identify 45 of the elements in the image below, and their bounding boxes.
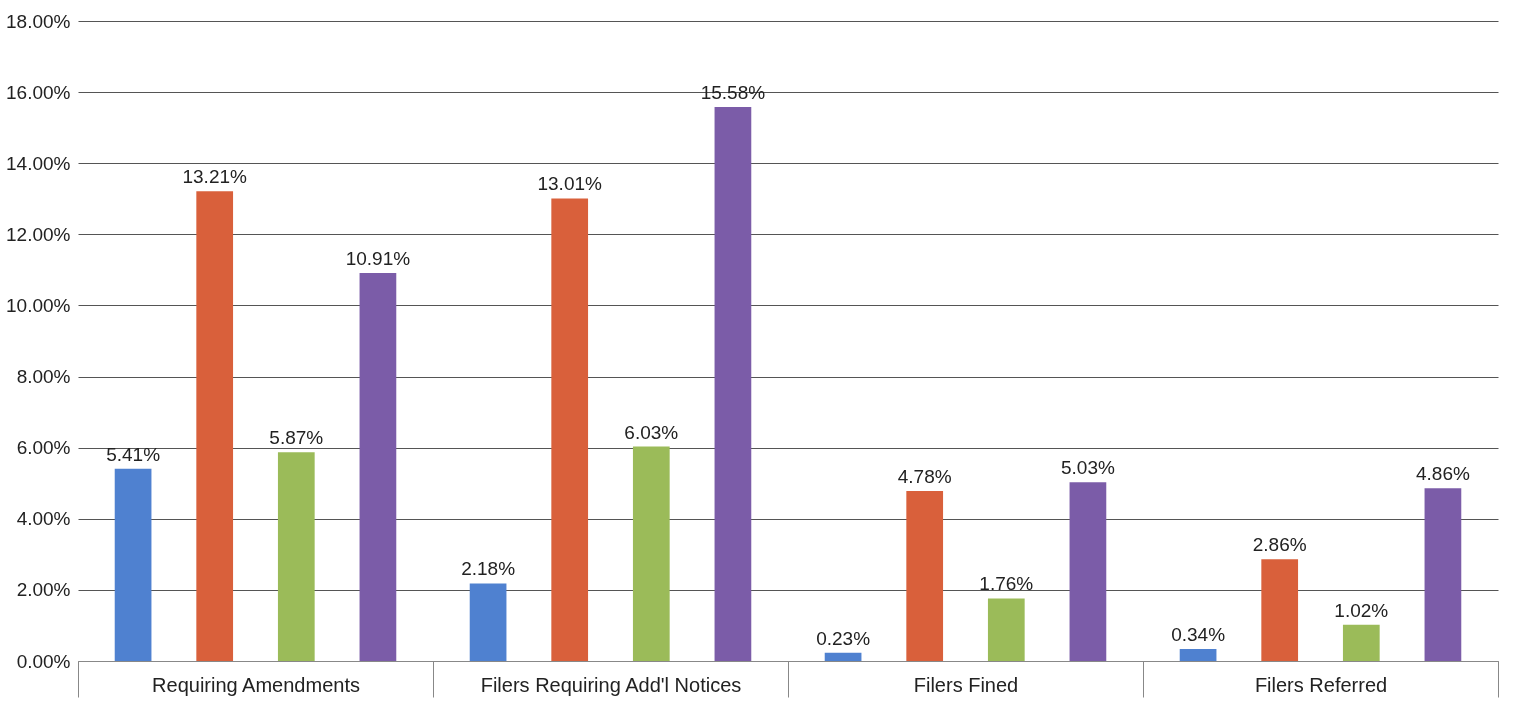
data-label: 6.03% bbox=[624, 421, 679, 443]
y-tick-label: 6.00% bbox=[16, 437, 71, 459]
data-label: 10.91% bbox=[345, 248, 411, 270]
bar bbox=[1342, 624, 1380, 661]
y-tick-label: 14.00% bbox=[6, 152, 71, 174]
data-label: 13.21% bbox=[182, 166, 248, 188]
data-label: 0.23% bbox=[816, 627, 871, 649]
y-tick-label: 8.00% bbox=[16, 366, 71, 388]
y-tick-label: 4.00% bbox=[16, 508, 71, 530]
y-tick-label: 18.00% bbox=[6, 10, 71, 32]
bar bbox=[1424, 488, 1462, 661]
data-label: 5.03% bbox=[1060, 457, 1115, 479]
data-label: 4.78% bbox=[897, 466, 952, 488]
data-label: 2.18% bbox=[461, 558, 516, 580]
bar bbox=[906, 491, 944, 661]
bar bbox=[1179, 648, 1217, 661]
y-tick-label: 2.00% bbox=[16, 579, 71, 601]
bar bbox=[114, 468, 152, 661]
data-label: 5.41% bbox=[106, 443, 161, 465]
data-label: 2.86% bbox=[1252, 534, 1307, 556]
bar bbox=[1069, 482, 1107, 661]
bar bbox=[1261, 559, 1299, 661]
bar bbox=[359, 273, 397, 661]
bar bbox=[824, 652, 862, 661]
x-tick-label: Filers Fined bbox=[913, 673, 1019, 696]
bar bbox=[469, 583, 507, 661]
data-label: 0.34% bbox=[1171, 623, 1226, 645]
data-label: 13.01% bbox=[537, 173, 603, 195]
y-tick-label: 0.00% bbox=[16, 650, 71, 672]
bar bbox=[196, 191, 234, 661]
y-tick-label: 16.00% bbox=[6, 81, 71, 103]
y-tick-label: 10.00% bbox=[6, 294, 71, 316]
x-tick-label: Filers Referred bbox=[1254, 673, 1388, 696]
bar bbox=[987, 598, 1025, 661]
data-label: 4.86% bbox=[1415, 463, 1470, 485]
x-tick-label: Filers Requiring Add'l Notices bbox=[480, 673, 742, 696]
data-label: 1.76% bbox=[979, 573, 1034, 595]
bar bbox=[714, 107, 752, 661]
bar bbox=[632, 446, 670, 661]
bar bbox=[277, 452, 315, 661]
bar bbox=[551, 198, 589, 661]
y-tick-label: 12.00% bbox=[6, 223, 71, 245]
data-label: 5.87% bbox=[269, 427, 324, 449]
x-tick-label: Requiring Amendments bbox=[152, 673, 360, 696]
data-label: 1.02% bbox=[1334, 599, 1389, 621]
